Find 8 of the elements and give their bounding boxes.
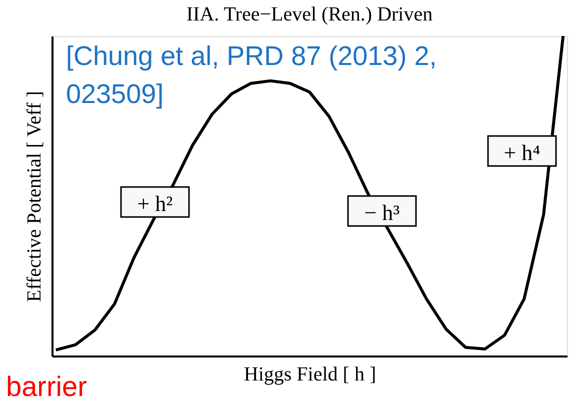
- annotation: + h⁴: [504, 140, 541, 165]
- annotation: − h³: [364, 200, 400, 225]
- text: barrier: [6, 371, 87, 402]
- y-axis-title: Effective Potential [ Veff ]: [24, 90, 46, 302]
- annotation: + h²: [137, 191, 174, 216]
- x-axis-title: Higgs Field [ h ]: [244, 364, 376, 386]
- annotation: [Chung et al, PRD 87 (2013) 2, 023509]: [66, 41, 437, 109]
- chart-title: IIA. Tree−Level (Ren.) Driven: [186, 4, 433, 26]
